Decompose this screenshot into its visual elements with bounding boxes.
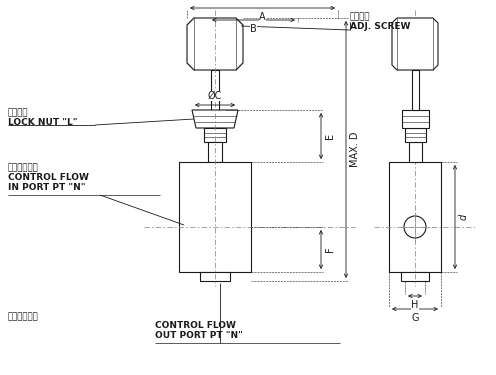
Polygon shape	[187, 18, 243, 70]
Text: 調節螺絲: 調節螺絲	[350, 12, 371, 21]
Bar	[389, 162, 441, 272]
Text: CONTROL FLOW: CONTROL FLOW	[155, 321, 236, 330]
Text: B: B	[250, 24, 257, 34]
Bar	[208, 142, 222, 162]
Bar	[401, 110, 429, 128]
Text: ØC: ØC	[208, 91, 222, 101]
Text: A: A	[259, 12, 266, 22]
Text: 控制油流入口: 控制油流入口	[8, 163, 39, 172]
Text: 固定螺帽: 固定螺帽	[8, 108, 28, 117]
Polygon shape	[392, 18, 438, 70]
Text: OUT PORT PT "N": OUT PORT PT "N"	[155, 331, 243, 340]
Text: IN PORT PT "N": IN PORT PT "N"	[8, 183, 85, 192]
Bar	[409, 142, 422, 162]
Bar	[204, 128, 226, 142]
Bar	[211, 70, 219, 110]
Text: H: H	[411, 300, 419, 310]
Polygon shape	[192, 110, 238, 128]
Text: d: d	[459, 214, 469, 220]
Bar	[200, 272, 230, 281]
Text: F: F	[325, 247, 335, 252]
Bar	[412, 70, 419, 110]
Bar	[405, 128, 426, 142]
Bar	[401, 272, 429, 281]
Text: ADJ. SCREW: ADJ. SCREW	[350, 22, 410, 31]
Text: 控制油流出口: 控制油流出口	[8, 312, 39, 321]
Text: G: G	[411, 313, 419, 323]
Text: E: E	[325, 133, 335, 139]
Text: LOCK NUT "L": LOCK NUT "L"	[8, 118, 77, 127]
Text: CONTROL FLOW: CONTROL FLOW	[8, 173, 89, 182]
Text: MAX. D: MAX. D	[350, 132, 360, 167]
Bar	[179, 162, 251, 272]
